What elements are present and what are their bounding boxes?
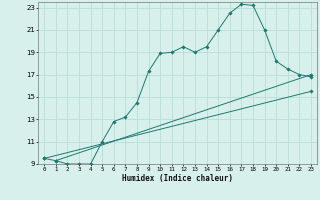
X-axis label: Humidex (Indice chaleur): Humidex (Indice chaleur) [122, 174, 233, 183]
